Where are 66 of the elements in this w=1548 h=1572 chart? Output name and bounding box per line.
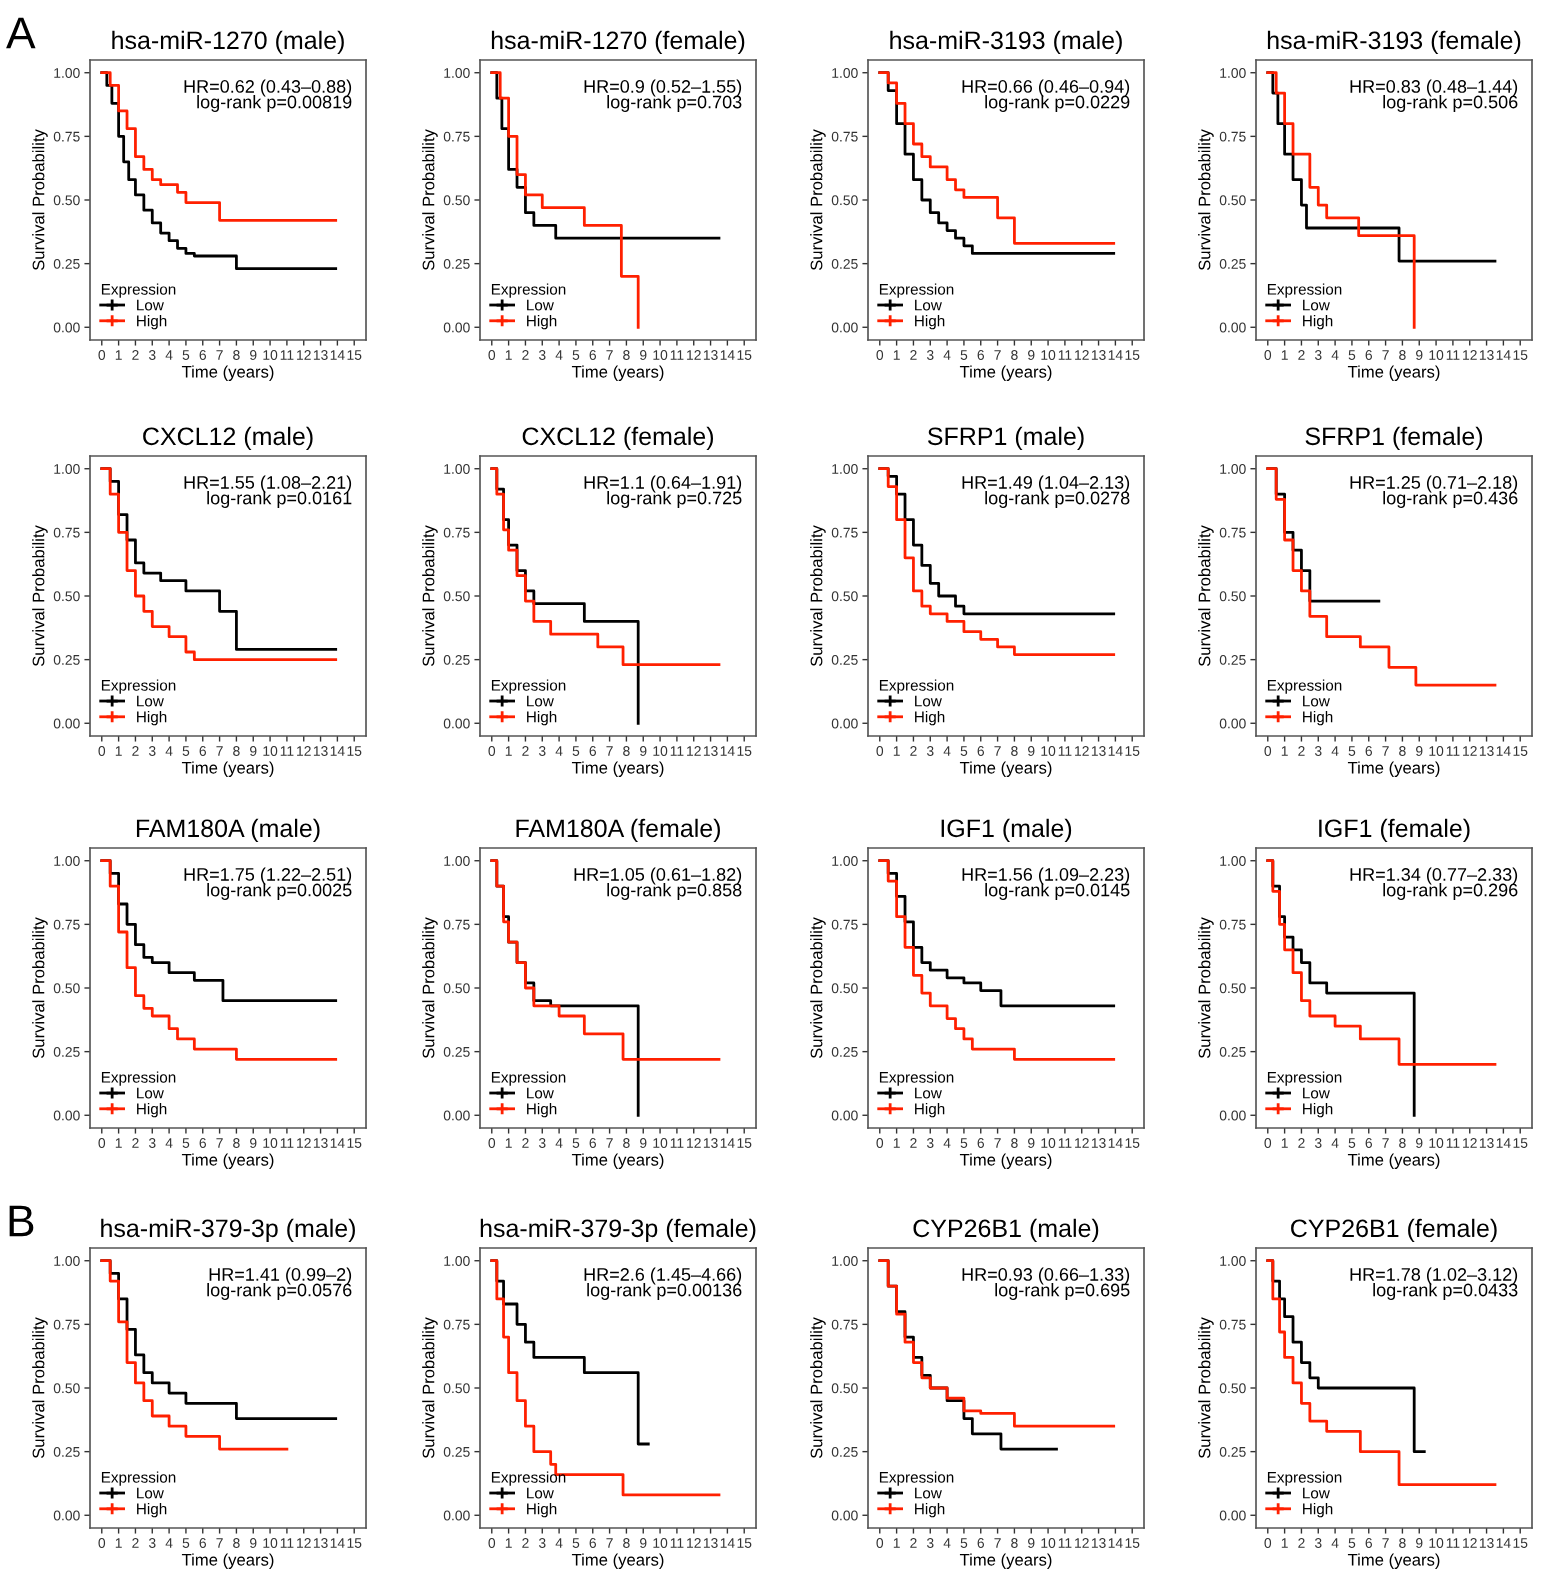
annotation: HR=0.66 (0.46–0.94) log-rank p=0.0229: [962, 79, 1130, 112]
x-axis-title: Time (years): [181, 761, 274, 777]
y-axis-title: Survival Probability: [422, 129, 438, 271]
annotation: HR=1.05 (0.61–1.82) log-rank p=0.858: [574, 867, 742, 900]
y-axis-title: Survival Probability: [422, 917, 438, 1059]
chart-title: CYP26B1 (female): [1291, 1218, 1497, 1243]
y-axis-title: Survival Probability: [32, 129, 48, 271]
chart-title: SFRP1 (female): [1305, 426, 1483, 451]
y-axis-title: Survival Probability: [1198, 1317, 1214, 1459]
annotation: HR=1.55 (1.08–2.21) log-rank p=0.0161: [184, 475, 352, 508]
x-axis-title: Time (years): [571, 1553, 664, 1569]
annotation: HR=1.78 (1.02–3.12) log-rank p=0.0433: [1350, 1267, 1518, 1300]
chart-title: hsa-miR-3193 (female): [1267, 30, 1521, 55]
text: B: [9, 1205, 34, 1237]
annotation: HR=1.75 (1.22–2.51) log-rank p=0.0025: [184, 867, 352, 900]
y-axis-title: Survival Probability: [422, 525, 438, 667]
annotation: HR=1.56 (1.09–2.23) log-rank p=0.0145: [962, 867, 1130, 900]
annotation: HR=1.34 (0.77–2.33) log-rank p=0.296: [1350, 867, 1518, 900]
chart-title: hsa-miR-3193 (male): [890, 30, 1122, 55]
annotation: HR=0.9 (0.52–1.55) log-rank p=0.703: [584, 79, 742, 112]
chart-title: hsa-miR-379-3p (female): [480, 1218, 756, 1243]
x-axis-title: Time (years): [571, 1153, 664, 1169]
y-axis-title: Survival Probability: [422, 1317, 438, 1459]
chart-title: hsa-miR-1270 (female): [491, 30, 745, 55]
y-axis-title: Survival Probability: [32, 525, 48, 667]
x-axis-title: Time (years): [1347, 761, 1440, 777]
x-axis-title: Time (years): [1347, 1153, 1440, 1169]
y-axis-title: Survival Probability: [810, 525, 826, 667]
chart-title: CXCL12 (male): [143, 426, 313, 451]
x-axis-title: Time (years): [959, 1153, 1052, 1169]
y-axis-title: Survival Probability: [810, 1317, 826, 1459]
annotation: HR=0.83 (0.48–1.44) log-rank p=0.506: [1350, 79, 1518, 112]
x-axis-title: Time (years): [181, 1153, 274, 1169]
y-axis-title: Survival Probability: [1198, 525, 1214, 667]
chart-title: FAM180A (female): [516, 818, 720, 843]
chart-title: FAM180A (male): [136, 818, 320, 843]
chart-title: CYP26B1 (male): [913, 1218, 1099, 1243]
chart-title: CXCL12 (female): [522, 426, 714, 451]
x-axis-title: Time (years): [181, 365, 274, 381]
annotation: HR=0.62 (0.43–0.88) log-rank p=0.00819: [184, 79, 352, 112]
text: A: [6, 17, 36, 49]
chart-title: IGF1 (male): [941, 818, 1072, 843]
annotation: HR=2.6 (1.45–4.66) log-rank p=0.00136: [584, 1267, 742, 1300]
x-axis-title: Time (years): [959, 365, 1052, 381]
chart-title: SFRP1 (male): [927, 426, 1084, 451]
y-axis-title: Survival Probability: [32, 1317, 48, 1459]
x-axis-title: Time (years): [959, 761, 1052, 777]
annotation: HR=1.49 (1.04–2.13) log-rank p=0.0278: [962, 475, 1130, 508]
annotation: HR=1.1 (0.64–1.91) log-rank p=0.725: [584, 475, 742, 508]
annotation: HR=0.93 (0.66–1.33) log-rank p=0.695: [962, 1267, 1130, 1300]
y-axis-title: Survival Probability: [810, 129, 826, 271]
chart-title: hsa-miR-1270 (male): [112, 30, 344, 55]
x-axis-title: Time (years): [1347, 1553, 1440, 1569]
y-axis-title: Survival Probability: [1198, 917, 1214, 1059]
x-axis-title: Time (years): [571, 365, 664, 381]
y-axis-title: Survival Probability: [810, 917, 826, 1059]
x-axis-title: Time (years): [571, 761, 664, 777]
annotation: HR=1.25 (0.71–2.18) log-rank p=0.436: [1350, 475, 1518, 508]
annotation: HR=1.41 (0.99–2) log-rank p=0.0576: [207, 1267, 352, 1300]
x-axis-title: Time (years): [1347, 365, 1440, 381]
chart-title: hsa-miR-379-3p (male): [101, 1218, 355, 1243]
x-axis-title: Time (years): [959, 1553, 1052, 1569]
x-axis-title: Time (years): [181, 1553, 274, 1569]
y-axis-title: Survival Probability: [1198, 129, 1214, 271]
chart-title: IGF1 (female): [1319, 818, 1470, 843]
y-axis-title: Survival Probability: [32, 917, 48, 1059]
